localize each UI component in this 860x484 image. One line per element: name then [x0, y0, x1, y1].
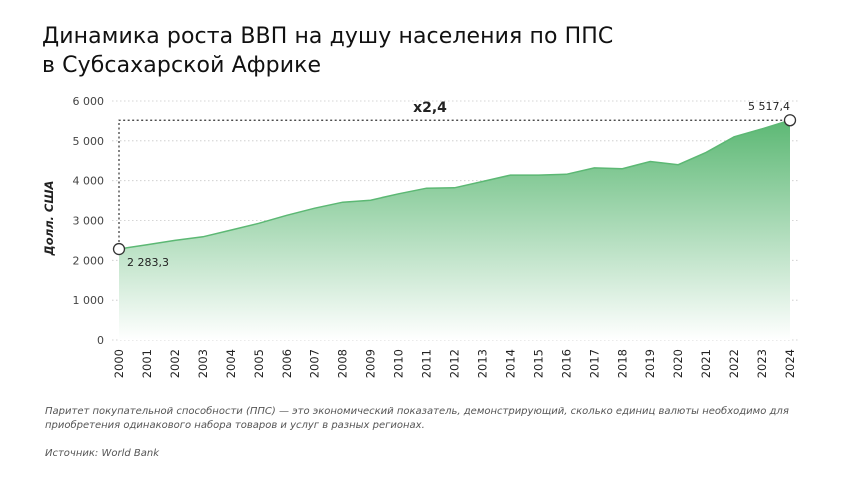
y-tick-label: 5 000 [73, 135, 105, 148]
x-tick-label: 2024 [783, 349, 797, 378]
x-tick-label: 2008 [336, 349, 350, 378]
x-tick-label: 2022 [727, 349, 741, 378]
end-value-label: 5 517,4 [748, 100, 790, 113]
gdp-line [118, 119, 791, 250]
growth-multiplier-label: x2,4 [413, 100, 447, 116]
chart-title: Динамика роста ВВП на душу населения по … [42, 22, 613, 80]
x-tick-label: 2023 [755, 349, 769, 378]
x-tick-label: 2002 [168, 349, 182, 378]
x-tick-label: 2010 [392, 349, 406, 378]
y-tick-label: 4 000 [73, 175, 105, 188]
x-tick-label: 2000 [112, 349, 126, 378]
growth-annotation: 2 283,3 5 517,4 x2,4 [112, 100, 797, 269]
footnote-ppp: Паритет покупательной способности (ППС) … [45, 406, 789, 431]
gdp-area [119, 120, 790, 340]
x-tick-label: 2019 [643, 349, 657, 378]
y-axis-label: Долл. США [42, 181, 56, 257]
gdp-area-chart: 0 1 000 2 000 3 000 4 000 5 000 6 000 2 283,3 5… [42, 95, 800, 378]
x-tick-label: 2014 [503, 349, 517, 378]
x-tick-label: 2005 [252, 349, 266, 378]
y-tick-label: 2 000 [73, 254, 105, 267]
start-value-label: 2 283,3 [127, 256, 169, 269]
y-tick-label: 3 000 [73, 215, 105, 228]
chart-title-line-2: в Субсахарской Африке [42, 53, 322, 78]
end-marker [783, 114, 797, 127]
x-tick-label: 2003 [196, 349, 210, 378]
growth-bracket [118, 119, 784, 243]
x-tick-label: 2007 [308, 349, 322, 378]
x-tick-label: 2015 [531, 349, 545, 378]
start-marker [112, 242, 126, 256]
x-tick-label: 2020 [671, 349, 685, 378]
y-tick-label: 1 000 [73, 294, 105, 307]
x-tick-label: 2004 [224, 349, 238, 378]
y-axis-ticks: 0 1 000 2 000 3 000 4 000 5 000 6 000 [73, 95, 105, 347]
x-tick-label: 2013 [475, 349, 489, 378]
x-tick-label: 2006 [280, 349, 294, 378]
x-tick-label: 2011 [420, 349, 434, 378]
y-tick-label: 6 000 [73, 95, 105, 108]
source-note: Источник: World Bank [45, 448, 159, 459]
x-tick-label: 2018 [615, 349, 629, 378]
x-tick-label: 2021 [699, 349, 713, 378]
x-tick-label: 2009 [364, 349, 378, 378]
y-tick-label: 0 [97, 334, 104, 347]
x-axis-ticks: 2000 2001 2002 2003 2004 2005 2006 2007 2008 2009… [112, 349, 797, 378]
x-tick-label: 2017 [587, 349, 601, 378]
x-tick-label: 2001 [140, 349, 154, 378]
x-tick-label: 2016 [559, 349, 573, 378]
x-tick-label: 2012 [448, 349, 462, 378]
chart-title-line-1: Динамика роста ВВП на душу населения по … [42, 24, 614, 49]
